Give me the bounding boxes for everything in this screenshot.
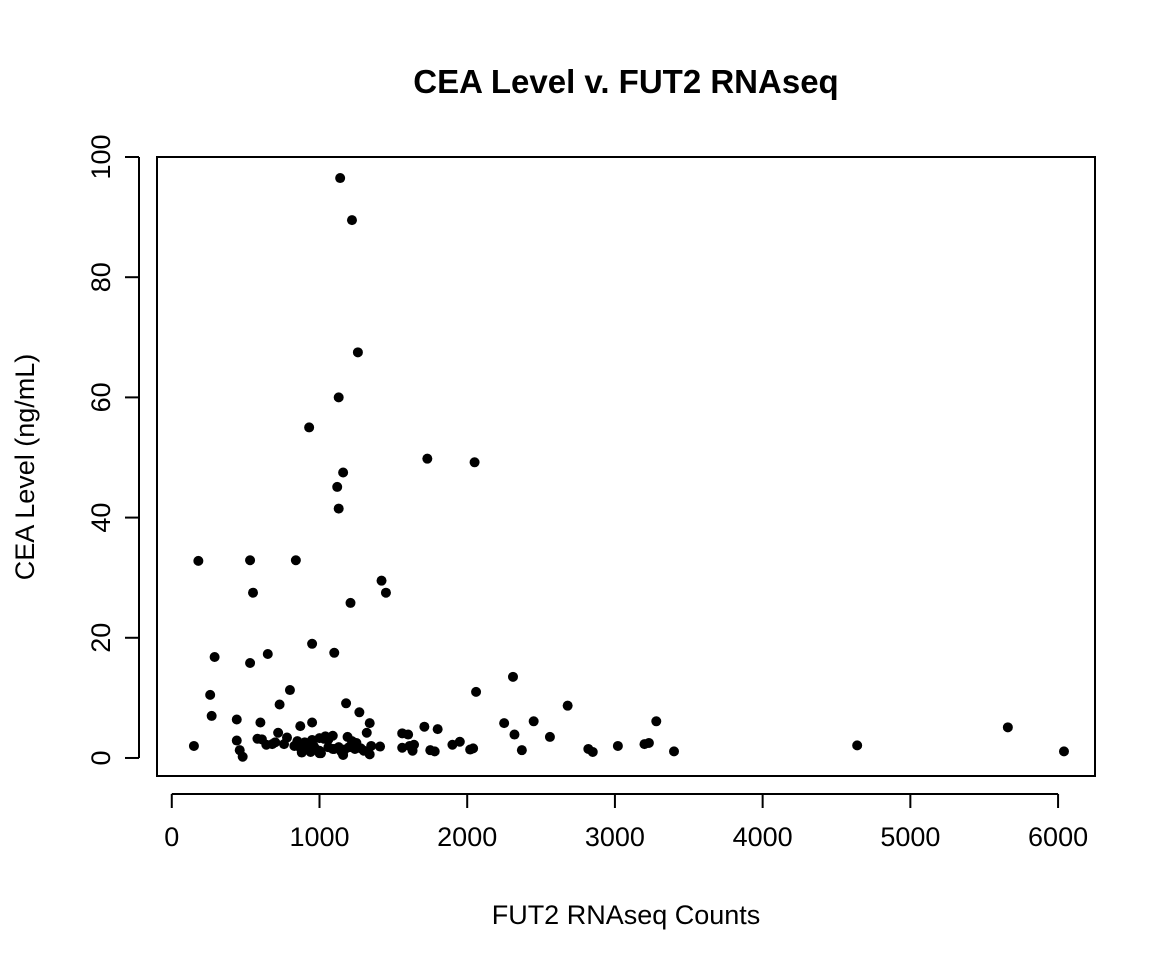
data-point bbox=[332, 481, 343, 492]
data-point bbox=[507, 671, 518, 682]
data-point bbox=[320, 731, 331, 742]
y-axis-label: CEA Level (ng/mL) bbox=[10, 354, 40, 581]
data-point bbox=[361, 727, 372, 738]
data-point bbox=[333, 742, 344, 753]
data-point bbox=[354, 707, 365, 718]
data-point bbox=[469, 457, 480, 468]
data-point bbox=[1002, 722, 1013, 733]
x-tick-label: 4000 bbox=[733, 822, 793, 852]
plot-frame bbox=[156, 156, 1096, 777]
data-point bbox=[852, 740, 863, 751]
data-point bbox=[209, 652, 220, 663]
data-point bbox=[509, 729, 520, 740]
y-tick-label: 0 bbox=[86, 750, 116, 765]
data-point bbox=[279, 739, 290, 750]
data-point bbox=[376, 575, 387, 586]
data-point bbox=[205, 689, 216, 700]
data-point bbox=[193, 555, 204, 566]
y-tick-label: 60 bbox=[86, 382, 116, 412]
data-point bbox=[1058, 746, 1069, 757]
data-point bbox=[516, 745, 527, 756]
data-points bbox=[188, 173, 1069, 762]
data-point bbox=[231, 714, 242, 725]
data-point bbox=[562, 700, 573, 711]
data-point bbox=[380, 587, 391, 598]
y-tick-label: 20 bbox=[86, 623, 116, 653]
data-point bbox=[307, 638, 318, 649]
data-point bbox=[262, 649, 273, 660]
x-tick-label: 6000 bbox=[1028, 822, 1088, 852]
data-point bbox=[245, 658, 256, 669]
data-point bbox=[669, 746, 680, 757]
x-tick-label: 3000 bbox=[585, 822, 645, 852]
data-point bbox=[528, 716, 539, 727]
data-point bbox=[248, 587, 259, 598]
data-point bbox=[432, 724, 443, 735]
data-point bbox=[307, 717, 318, 728]
data-point bbox=[206, 710, 217, 721]
data-point bbox=[304, 422, 315, 433]
data-point bbox=[255, 717, 266, 728]
data-point bbox=[188, 740, 199, 751]
x-axis-label: FUT2 RNAseq Counts bbox=[492, 900, 761, 930]
data-point bbox=[366, 740, 377, 751]
data-point bbox=[245, 555, 256, 566]
data-point bbox=[274, 699, 285, 710]
data-point bbox=[403, 729, 414, 740]
data-point bbox=[338, 467, 349, 478]
x-tick-label: 0 bbox=[164, 822, 179, 852]
data-point bbox=[352, 347, 363, 358]
data-point bbox=[499, 718, 510, 729]
data-point bbox=[422, 453, 433, 464]
data-point bbox=[468, 743, 479, 754]
y-axis: 0 20 40 60 80 100 bbox=[86, 134, 140, 765]
x-axis: 0 1000 2000 3000 4000 5000 6000 bbox=[164, 793, 1088, 852]
data-point bbox=[273, 727, 284, 738]
data-point bbox=[643, 737, 654, 748]
data-point bbox=[231, 735, 242, 746]
data-point bbox=[375, 741, 386, 752]
chart-title: CEA Level v. FUT2 RNAseq bbox=[413, 63, 838, 100]
data-point bbox=[355, 743, 366, 754]
data-point bbox=[329, 647, 340, 658]
x-tick-label: 1000 bbox=[289, 822, 349, 852]
data-point bbox=[335, 173, 346, 184]
data-point bbox=[651, 716, 662, 727]
y-tick-label: 100 bbox=[86, 134, 116, 179]
y-tick-label: 40 bbox=[86, 503, 116, 533]
data-point bbox=[237, 751, 248, 762]
data-point bbox=[364, 718, 375, 729]
data-point bbox=[429, 746, 440, 757]
data-point bbox=[544, 731, 555, 742]
data-point bbox=[346, 215, 357, 226]
data-point bbox=[612, 740, 623, 751]
data-point bbox=[419, 721, 430, 732]
data-point bbox=[315, 748, 326, 759]
data-point bbox=[471, 686, 482, 697]
x-tick-label: 5000 bbox=[880, 822, 940, 852]
data-point bbox=[261, 739, 272, 750]
y-tick-label: 80 bbox=[86, 262, 116, 292]
data-point bbox=[290, 555, 301, 566]
data-point bbox=[341, 698, 352, 709]
data-point bbox=[364, 749, 375, 760]
data-point bbox=[397, 742, 408, 753]
x-tick-label: 2000 bbox=[437, 822, 497, 852]
data-point bbox=[333, 392, 344, 403]
data-point bbox=[333, 503, 344, 514]
data-point bbox=[289, 740, 300, 751]
data-point bbox=[407, 745, 418, 756]
data-point bbox=[454, 736, 465, 747]
data-point bbox=[345, 597, 356, 608]
data-point bbox=[284, 685, 295, 696]
data-point bbox=[587, 746, 598, 757]
data-point bbox=[295, 721, 306, 732]
